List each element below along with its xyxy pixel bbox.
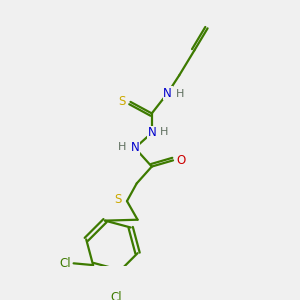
Text: N: N — [163, 86, 172, 100]
Text: H: H — [118, 142, 127, 152]
Text: S: S — [118, 94, 125, 107]
Text: Cl: Cl — [59, 257, 70, 270]
Text: H: H — [176, 89, 184, 99]
Text: N: N — [130, 142, 139, 154]
Text: H: H — [160, 127, 168, 137]
Text: S: S — [114, 193, 122, 206]
Text: N: N — [147, 126, 156, 140]
Text: Cl: Cl — [110, 291, 122, 300]
Text: O: O — [176, 154, 186, 167]
